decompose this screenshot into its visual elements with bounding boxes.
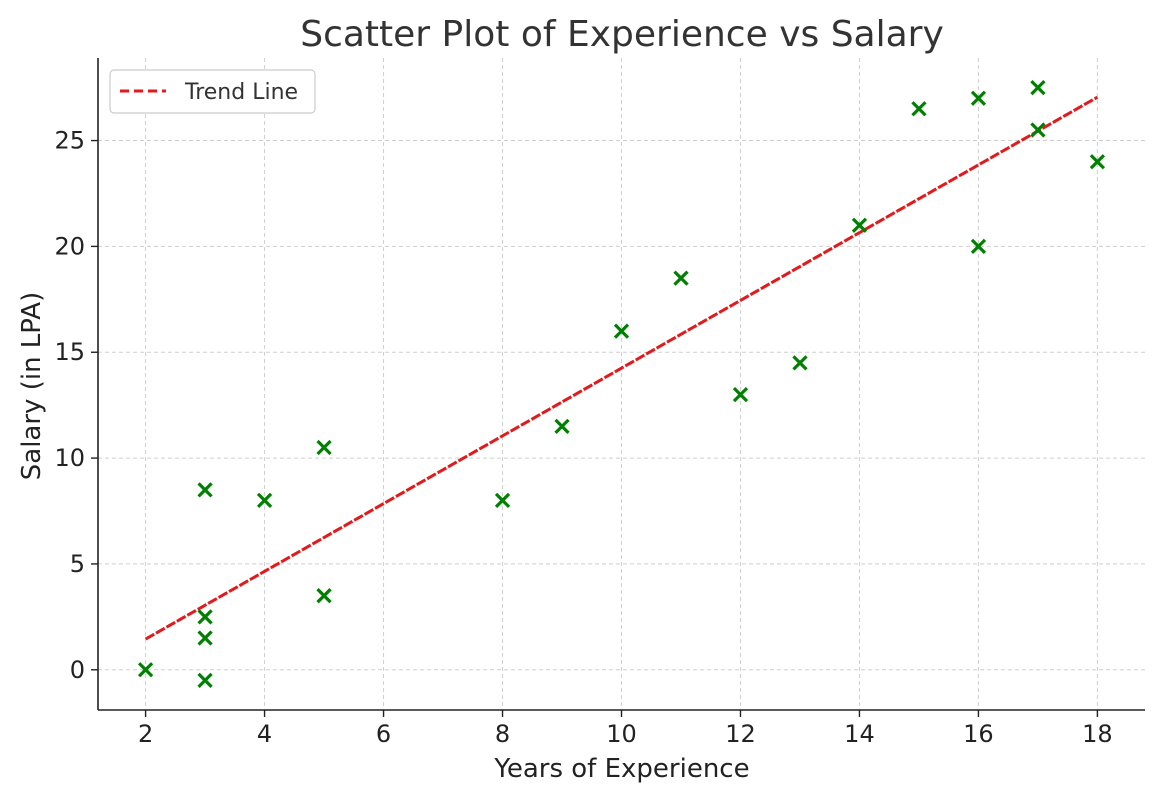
data-point bbox=[970, 238, 987, 255]
data-point bbox=[554, 418, 570, 434]
data-point bbox=[197, 630, 213, 646]
x-tick-label: 16 bbox=[963, 720, 994, 748]
data-point-stroke bbox=[911, 101, 927, 117]
ticks: 2 4 6 8 10 12 14 16 18 0 5 10 15 20 25 bbox=[54, 127, 1112, 748]
data-point bbox=[732, 386, 749, 403]
y-tick-label: 15 bbox=[54, 338, 85, 366]
data-point-stroke bbox=[1089, 154, 1106, 170]
chart-title: Scatter Plot of Experience vs Salary bbox=[300, 14, 944, 55]
x-tick-label: 4 bbox=[257, 720, 272, 748]
data-point bbox=[851, 217, 868, 233]
data-point bbox=[316, 588, 332, 604]
data-point bbox=[197, 482, 213, 498]
data-point-stroke bbox=[1030, 80, 1046, 96]
data-point bbox=[256, 492, 273, 509]
data-point-stroke bbox=[256, 492, 273, 509]
data-point-stroke bbox=[792, 355, 808, 371]
legend-box bbox=[109, 69, 316, 114]
data-point bbox=[673, 270, 689, 286]
data-point bbox=[494, 492, 511, 509]
x-tick-label: 6 bbox=[376, 720, 391, 748]
data-point bbox=[197, 609, 213, 625]
data-point bbox=[911, 101, 927, 117]
legend: Trend Line bbox=[109, 69, 316, 114]
data-point-stroke bbox=[732, 386, 749, 403]
data-point bbox=[197, 672, 213, 688]
data-point-stroke bbox=[137, 662, 154, 678]
x-tick-label: 12 bbox=[725, 720, 756, 748]
data-point bbox=[792, 355, 808, 371]
y-tick-label: 0 bbox=[70, 656, 85, 684]
scatter-points bbox=[137, 80, 1106, 688]
data-point bbox=[316, 439, 332, 456]
data-point-stroke bbox=[613, 323, 630, 339]
data-point bbox=[137, 662, 154, 678]
grid bbox=[98, 58, 1145, 710]
x-tick-label: 8 bbox=[495, 720, 510, 748]
trend-line bbox=[144, 95, 1099, 641]
data-point-stroke bbox=[197, 672, 213, 688]
data-point-stroke bbox=[316, 439, 332, 456]
trend-line-layer bbox=[144, 95, 1099, 641]
y-tick-label: 5 bbox=[70, 550, 85, 578]
x-tick-label: 14 bbox=[844, 720, 875, 748]
data-point-stroke bbox=[970, 238, 987, 255]
y-axis-label: Salary (in LPA) bbox=[17, 292, 47, 480]
x-tick-label: 10 bbox=[606, 720, 637, 748]
data-point-stroke bbox=[494, 492, 511, 509]
data-point-stroke bbox=[197, 609, 213, 625]
data-point-stroke bbox=[851, 217, 868, 233]
data-point-stroke bbox=[316, 588, 332, 604]
data-point bbox=[1089, 154, 1106, 170]
data-point-stroke bbox=[197, 630, 213, 646]
data-point bbox=[970, 90, 987, 106]
data-point-stroke bbox=[673, 270, 689, 286]
y-tick-label: 25 bbox=[54, 127, 85, 155]
data-point-stroke bbox=[970, 90, 987, 106]
data-point bbox=[1030, 80, 1046, 96]
data-point bbox=[1030, 122, 1046, 138]
data-point bbox=[613, 323, 630, 339]
y-tick-label: 20 bbox=[54, 232, 85, 260]
legend-label-trend-line: Trend Line bbox=[184, 80, 298, 105]
data-point-stroke bbox=[1030, 122, 1046, 138]
x-tick-label: 18 bbox=[1082, 720, 1113, 748]
x-axis-label: Years of Experience bbox=[493, 754, 749, 784]
y-tick-label: 10 bbox=[54, 444, 85, 472]
x-tick-label: 2 bbox=[138, 720, 153, 748]
data-point-stroke bbox=[197, 482, 213, 498]
data-point-stroke bbox=[554, 418, 570, 434]
